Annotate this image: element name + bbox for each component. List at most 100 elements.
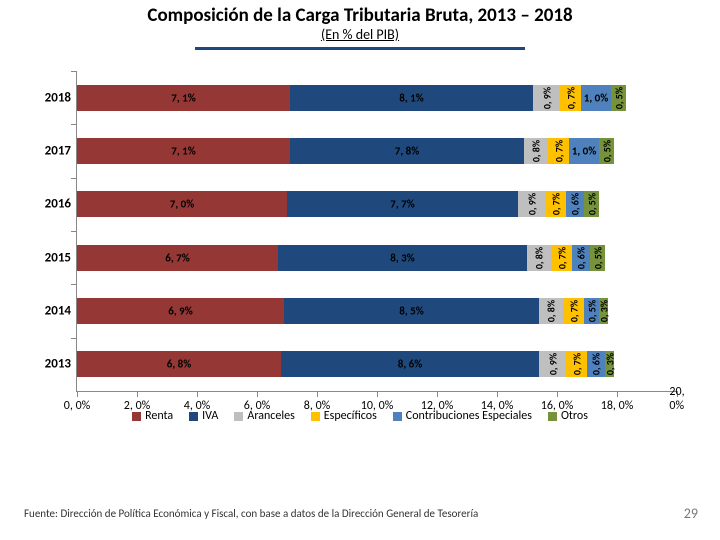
legend-swatch [393,412,402,421]
bar-segment-espec: 0, 7% [545,191,566,217]
bar-segment-label: 0, 9% [525,193,538,215]
bar-segment-label: 8, 6% [398,358,423,371]
legend: RentaIVAArancelesEspecíficosContribucion… [30,409,690,423]
bar-segment-espec: 0, 7% [560,85,581,111]
bar-segment-iva: 7, 8% [290,138,524,164]
bar-segment-label: 0, 8% [533,247,546,269]
bar-segment-contrib: 0, 6% [587,351,605,377]
bar-track: 7, 1% 8, 1% 0, 9% 0, 7% 1, 0%0, 5% [77,85,626,111]
bar-segment-contrib: 1, 0% [581,85,611,111]
bar-segment-contrib: 0, 6% [572,245,590,271]
bar-row: 20136, 8%8, 6%0, 9%0, 7%0, 6%0, 3% [77,338,677,391]
bar-segment-label: 0, 3% [603,353,616,375]
source-note: Fuente: Dirección de Política Económica … [24,507,478,520]
legend-item-iva: IVA [189,409,218,423]
bar-segment-renta: 7, 1% [77,138,290,164]
bar-segment-otros: 0, 3% [605,351,614,377]
bar-segment-espec: 0, 7% [548,138,569,164]
legend-label: Contribuciones Especiales [406,409,532,423]
bar-row: 20156, 7%8, 3%0, 8%0, 7%0, 6%0, 5% [77,231,677,284]
bar-segment-espec: 0, 7% [551,245,572,271]
bar-segment-label: 0, 9% [546,353,559,375]
chart-area: 0, 0%2, 0%4, 0%6, 0%8, 0%10, 0%12, 0%14,… [30,71,690,441]
x-tick [197,391,198,397]
bar-row: 20146, 9%8, 5%0, 8%0, 7%0, 5%0, 3% [77,284,677,337]
bar-segment-label: 6, 7% [165,251,190,264]
category-label: 2014 [31,303,71,318]
bar-segment-label: 0, 6% [575,247,588,269]
bar-segment-renta: 6, 7% [77,245,278,271]
bar-segment-label: 0, 5% [612,87,625,109]
bar-segment-label: 7, 1% [171,144,196,157]
bar-segment-label: 6, 8% [167,358,192,371]
legend-item-otros: Otros [548,409,588,423]
bar-segment-renta: 6, 8% [77,351,281,377]
bar-segment-label: 8, 1% [399,91,424,104]
bar-segment-label: 0, 6% [569,193,582,215]
legend-swatch [132,412,141,421]
bar-segment-iva: 8, 5% [284,298,539,324]
bar-segment-otros: 0, 5% [590,245,605,271]
bar-segment-label: 0, 9% [540,87,553,109]
x-tick [137,391,138,397]
x-tick [377,391,378,397]
bar-segment-label: 0, 3% [597,300,610,322]
bar-row: 20187, 1%8, 1%0, 9%0, 7%1, 0%0, 5% [77,71,677,124]
bar-row: 20177, 1%7, 8%0, 8%0, 7%1, 0%0, 5% [77,124,677,177]
title-block: Composición de la Carga Tributaria Bruta… [0,0,720,53]
bar-segment-aranc: 0, 9% [518,191,545,217]
legend-swatch [189,412,198,421]
bar-segment-contrib: 1, 0% [569,138,599,164]
bar-segment-label: 0, 8% [530,140,543,162]
x-tick [257,391,258,397]
bar-segment-renta: 7, 0% [77,191,287,217]
x-tick [497,391,498,397]
x-tick [317,391,318,397]
bar-segment-label: 0, 7% [564,87,577,109]
bar-track: 6, 9% 8, 5% 0, 8% 0, 7% 0, 5%0, 3% [77,298,608,324]
category-label: 2015 [31,250,71,265]
bar-segment-label: 0, 5% [591,247,604,269]
bar-segment-label: 7, 0% [170,198,195,211]
bar-segment-label: 1, 0% [572,144,597,157]
bar-segment-label: 0, 5% [585,300,598,322]
bar-row: 20167, 0%7, 7%0, 9%0, 7%0, 6%0, 5% [77,178,677,231]
bar-segment-label: 0, 7% [552,140,565,162]
bar-segment-label: 8, 5% [399,304,424,317]
bar-segment-label: 0, 8% [545,300,558,322]
legend-swatch [234,412,243,421]
category-label: 2016 [31,197,71,212]
bar-segment-label: 1, 0% [584,91,609,104]
bar-segment-label: 7, 8% [395,144,420,157]
title-accent-line [195,47,525,53]
bar-segment-label: 0, 7% [549,193,562,215]
legend-item-renta: Renta [132,409,173,423]
bar-segment-label: 7, 1% [171,91,196,104]
legend-item-contrib: Contribuciones Especiales [393,409,532,423]
bar-segment-otros: 0, 5% [611,85,626,111]
bar-segment-label: 0, 5% [600,140,613,162]
bar-segment-otros: 0, 5% [584,191,599,217]
category-label: 2018 [31,90,71,105]
legend-label: Renta [145,409,173,423]
bar-segment-aranc: 0, 8% [527,245,551,271]
legend-label: IVA [202,409,218,423]
bar-segment-espec: 0, 7% [563,298,584,324]
bar-segment-renta: 7, 1% [77,85,290,111]
plot-region: 0, 0%2, 0%4, 0%6, 0%8, 0%10, 0%12, 0%14,… [76,71,677,392]
legend-swatch [311,412,320,421]
bar-segment-iva: 8, 6% [281,351,539,377]
bar-segment-otros: 0, 5% [599,138,614,164]
bar-segment-label: 0, 7% [567,300,580,322]
bar-track: 6, 8%8, 6%0, 9%0, 7%0, 6%0, 3% [77,351,614,377]
x-tick [437,391,438,397]
chart-title: Composición de la Carga Tributaria Bruta… [0,4,720,27]
chart-subtitle: (En % del PIB) [0,26,720,43]
category-label: 2013 [31,357,71,372]
legend-item-espec: Específicos [311,409,377,423]
bar-segment-label: 0, 6% [590,353,603,375]
bar-segment-label: 8, 3% [390,251,415,264]
bar-segment-label: 0, 7% [555,247,568,269]
bar-segment-label: 0, 5% [585,193,598,215]
bar-segment-renta: 6, 9% [77,298,284,324]
